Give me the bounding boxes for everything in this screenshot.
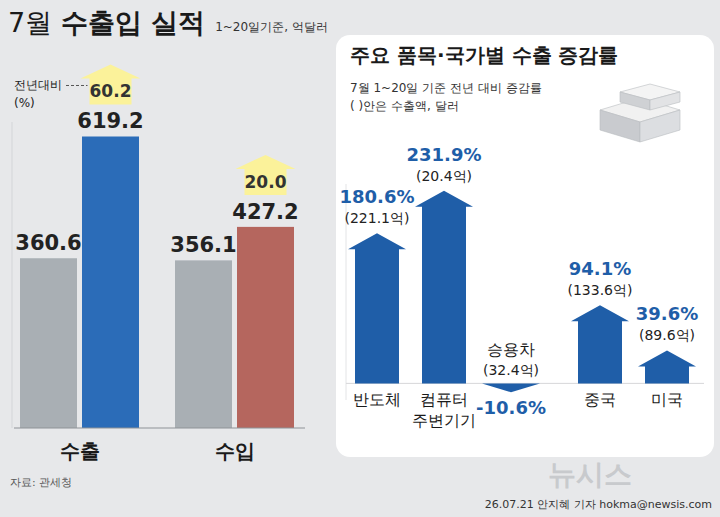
icon-shape [650, 92, 680, 110]
category-label: 컴퓨터주변기기 [412, 390, 476, 430]
arrow-bar [482, 383, 540, 392]
credit: 26.07.21 안지혜 기자 hokma@newsis.com [485, 498, 712, 511]
category-label: 중국 [584, 390, 616, 409]
arrow-bar [415, 191, 473, 384]
title: 주요 품목·국가별 수출 증감률 [350, 43, 619, 67]
label-line: 반도체 [353, 390, 401, 409]
category-label: 수입 [215, 439, 255, 463]
subtitle: 7월 1~20일 기준 전년 대비 증감률 [350, 81, 542, 95]
title: 7월 수출입 실적 [8, 7, 205, 38]
category-label: 반도체 [353, 390, 401, 409]
bar [175, 260, 232, 428]
category-label: 수출 [60, 439, 100, 463]
leader-line [66, 85, 88, 86]
subtitle: 1~20일기준, 억달러 [215, 20, 328, 34]
amount-label: (32.4억) [483, 362, 539, 378]
baseline [14, 428, 305, 429]
category-label: 미국 [651, 390, 683, 409]
data-label: 94.1% [569, 258, 631, 279]
growth-arrow [81, 64, 141, 104]
subtitle: ( )안은 수출액, 달러 [350, 99, 459, 113]
canvas: 7월 수출입 실적 1~20일기준, 억달러 360.6 619.2 수출 356.1 42… [0, 0, 720, 517]
data-label: 356.1 [170, 233, 236, 257]
data-label: 619.2 [77, 109, 143, 133]
bar [237, 227, 294, 428]
growth-arrow [236, 155, 296, 195]
title-part: 7월 [8, 7, 61, 38]
data-label: 180.6% [340, 186, 415, 207]
label-line: 승용차 [487, 340, 535, 359]
growth-title: 전년대비 [14, 78, 62, 92]
arrow-bar [638, 350, 696, 383]
panel [336, 35, 714, 457]
icon-shape [620, 92, 650, 110]
icon-shape [640, 110, 680, 142]
title-part: 수출입 실적 [61, 7, 205, 38]
data-label: 360.6 [15, 231, 81, 255]
bar [82, 136, 139, 428]
axis-line [12, 122, 13, 428]
label-line: 컴퓨터 [420, 390, 468, 409]
growth-label: 20.0 [245, 172, 287, 192]
amount-label: (133.6억) [567, 282, 632, 298]
label-line: 중국 [584, 390, 616, 409]
icon-shape [600, 110, 640, 142]
logo: 뉴시스 [548, 458, 632, 491]
data-label: 231.9% [407, 144, 482, 165]
plot-area [20, 136, 294, 428]
data-label: 427.2 [232, 200, 298, 224]
source: 자료: 관세청 [10, 476, 72, 489]
amount-label: (221.1억) [344, 210, 409, 226]
arrow-bar [348, 233, 406, 383]
growth-label: 60.2 [90, 81, 132, 101]
amount-label: (20.4억) [416, 168, 472, 184]
amount-label: (89.6억) [639, 327, 695, 343]
growth-unit: (%) [14, 96, 35, 110]
data-label: -10.6% [476, 397, 546, 418]
label-line: 미국 [651, 390, 683, 409]
arrow-bar [571, 305, 629, 383]
icon [600, 84, 680, 142]
category-label: 승용차 [487, 340, 535, 359]
data-label: 39.6% [636, 303, 698, 324]
bar [20, 258, 77, 428]
label-line: 주변기기 [412, 411, 476, 430]
